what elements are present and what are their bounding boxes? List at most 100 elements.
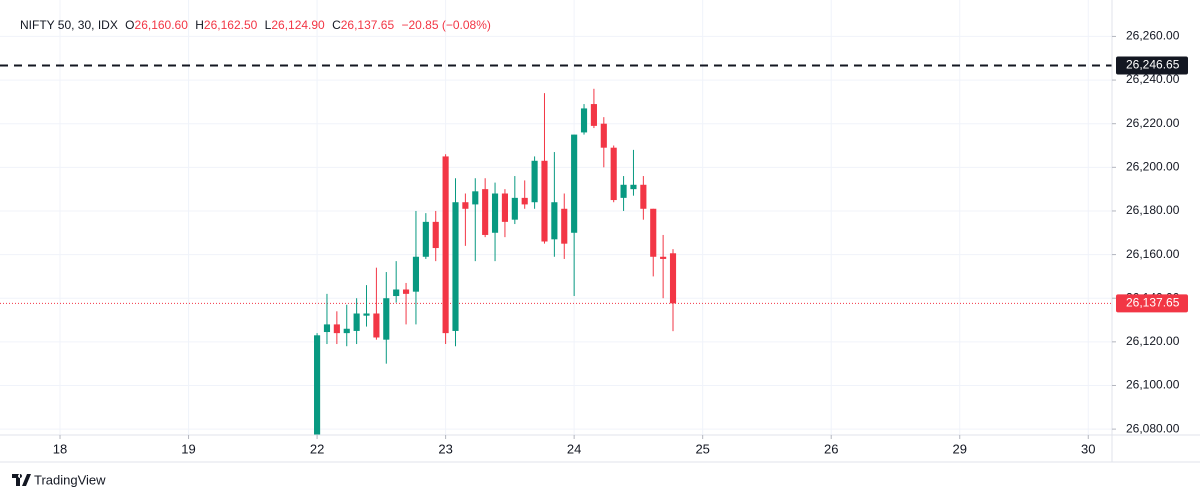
- candle-body: [620, 184, 627, 198]
- candle: [571, 134, 578, 297]
- y-tick-label: 26,080.00: [1126, 421, 1180, 435]
- header-legend: NIFTY 50, 30, IDX O26,160.60 H26,162.50 …: [20, 18, 491, 32]
- axes: 26,260.00 26,240.00 26,220.00 26,200.00 26,1…: [53, 29, 1188, 456]
- candles: [314, 88, 677, 435]
- price-label-box: [1116, 294, 1188, 313]
- candle-body: [393, 289, 400, 297]
- field-value: 26,137.65: [341, 18, 395, 32]
- candle: [561, 193, 568, 259]
- x-tick-label: 30: [1081, 441, 1095, 456]
- candle-body: [353, 313, 360, 331]
- y-tick-label: 26,200.00: [1126, 159, 1180, 173]
- candle-body: [343, 328, 350, 334]
- brand: TradingView: [34, 472, 106, 487]
- field-label: C: [332, 18, 341, 32]
- candle: [383, 272, 390, 364]
- y-tick-label: 26,180.00: [1126, 203, 1180, 217]
- candle-body: [571, 134, 578, 233]
- x-tick-label: 22: [310, 441, 324, 456]
- candle: [669, 249, 677, 332]
- brand-logo: [12, 474, 31, 486]
- candle: [373, 267, 380, 340]
- candle: [402, 282, 410, 325]
- candle: [452, 178, 459, 347]
- candle: [333, 311, 340, 345]
- candle: [501, 189, 508, 238]
- x-tick-label: 25: [695, 441, 709, 456]
- x-tick-label: 19: [181, 441, 195, 456]
- candle-body: [432, 221, 439, 249]
- candle-body: [383, 298, 390, 340]
- candle: [472, 178, 479, 262]
- candle-body: [363, 313, 370, 316]
- candle: [541, 93, 548, 244]
- candle-body: [600, 123, 607, 148]
- candle: [323, 293, 331, 345]
- candle-body: [373, 313, 380, 338]
- candle-body: [590, 104, 597, 126]
- candle-body: [462, 202, 469, 209]
- candle-body: [501, 193, 508, 222]
- candle: [600, 117, 607, 168]
- x-tick-label: 26: [824, 441, 838, 456]
- candle-body: [482, 189, 489, 235]
- candle-body: [412, 256, 420, 292]
- y-tick-label: 26,220.00: [1126, 116, 1180, 130]
- candle: [640, 176, 647, 220]
- field-value: 26,124.90: [271, 18, 325, 32]
- candle-body: [452, 202, 459, 331]
- x-tick-label: 29: [953, 441, 967, 456]
- candle-body: [630, 184, 637, 190]
- candle-body: [531, 160, 538, 203]
- x-tick-label: 18: [53, 441, 67, 456]
- candle: [482, 178, 489, 238]
- y-tick-label: 26,160.00: [1126, 247, 1180, 261]
- candle: [393, 261, 400, 303]
- candle-body: [472, 191, 479, 205]
- candle: [412, 210, 420, 325]
- candle-body: [580, 108, 588, 133]
- x-tick-label: 23: [438, 441, 452, 456]
- candle-body: [650, 208, 657, 257]
- candle: [432, 210, 439, 262]
- candle: [620, 176, 627, 211]
- candle: [343, 304, 350, 347]
- candle-body: [551, 202, 558, 240]
- candle: [363, 285, 370, 327]
- candle-body: [541, 160, 548, 242]
- candle: [511, 176, 518, 225]
- field-label: H: [195, 18, 204, 32]
- candle: [610, 145, 617, 203]
- candle-body: [511, 197, 518, 220]
- candle: [491, 182, 499, 262]
- y-tick-label: 26,100.00: [1126, 378, 1180, 392]
- candle-body: [402, 289, 410, 294]
- candle: [521, 180, 528, 209]
- candle-body: [561, 208, 568, 244]
- candle-body: [323, 324, 331, 333]
- field-label: O: [125, 18, 134, 32]
- candle: [353, 298, 360, 345]
- candle: [462, 193, 469, 246]
- candle: [650, 208, 657, 277]
- candle: [551, 152, 558, 257]
- field-value: 26,162.50: [204, 18, 258, 32]
- candle-body: [491, 193, 499, 233]
- x-tick-label: 24: [567, 441, 581, 456]
- price-label-box: [1116, 56, 1188, 75]
- candle-body: [640, 184, 647, 209]
- field-value: 26,160.60: [135, 18, 189, 32]
- field-label: L: [265, 18, 272, 32]
- candle-body: [333, 324, 340, 334]
- candle: [630, 149, 637, 196]
- candle-body: [422, 221, 429, 257]
- candle: [531, 156, 538, 209]
- candle: [422, 213, 429, 259]
- candle: [590, 88, 597, 129]
- y-tick-label: 26,120.00: [1126, 334, 1180, 348]
- change: −20.85 (−0.08%): [401, 18, 490, 32]
- candle-body: [521, 197, 528, 205]
- candle: [660, 234, 667, 299]
